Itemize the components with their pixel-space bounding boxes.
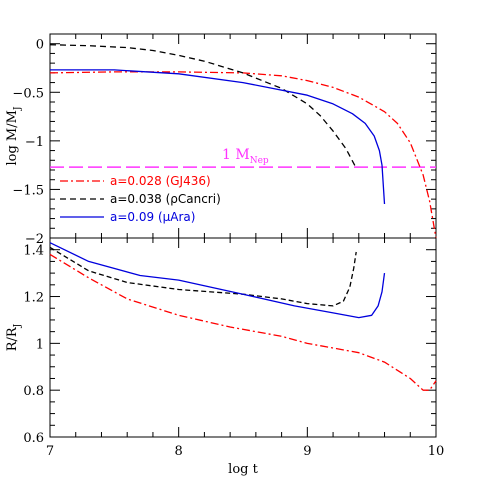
x-tick-label: 9: [303, 444, 311, 459]
series-line-0: [49, 71, 437, 239]
neptune-mass-label-sub: Nep: [250, 156, 269, 166]
y-tick-label: 1: [36, 337, 44, 352]
y-axis-label-sub: J: [13, 323, 23, 328]
y-axis-label: log M/MJ: [5, 106, 23, 165]
series-line-1: [49, 44, 357, 169]
y-axis-label-main: log M/M: [5, 110, 20, 165]
legend-entry: a=0.09 (μAra): [110, 210, 195, 224]
plot-frame: [49, 237, 437, 438]
series-line-1: [49, 246, 357, 307]
legend-entry: a=0.028 (GJ436): [110, 174, 211, 188]
x-tick-label: 8: [175, 444, 183, 459]
series-line-0: [49, 253, 437, 391]
series-line-2: [50, 69, 386, 205]
legend: a=0.028 (GJ436) a=0.038 (ρCancri) a=0.09 (…: [60, 174, 221, 224]
y-tick-label: −2: [25, 232, 44, 247]
neptune-mass-label-main: 1 M: [222, 147, 250, 163]
y-tick-label: 0.8: [23, 384, 44, 399]
x-tick-label: 10: [428, 444, 445, 459]
x-tick-label: 7: [46, 444, 54, 459]
y-tick-label: 0: [36, 38, 44, 53]
y-axis-label: R/RJ: [5, 323, 23, 351]
y-axis-label-sub: J: [13, 106, 23, 111]
legend-entry: a=0.038 (ρCancri): [110, 192, 221, 206]
y-tick-label: 1.4: [23, 244, 44, 259]
neptune-mass-label: 1 MNep: [222, 147, 269, 166]
top-panel: 0 −0.5 −1 −1.5 −2 log M/MJ 1 MNep: [5, 33, 437, 247]
x-axis-label: log t: [228, 462, 258, 477]
plot-frame: [49, 33, 437, 239]
series-line-2: [49, 242, 386, 319]
bottom-panel: 0.6 0.8 1 1.2 1.4 7 8 9 10 log t R/RJ: [5, 237, 445, 477]
y-tick-label: 0.6: [23, 431, 44, 446]
y-axis-label-main: R/R: [5, 326, 20, 351]
y-tick-label: −0.5: [12, 86, 44, 101]
y-tick-label: −1: [25, 135, 44, 150]
y-tick-label: −1.5: [12, 183, 44, 198]
y-tick-label: 1.2: [23, 291, 44, 306]
